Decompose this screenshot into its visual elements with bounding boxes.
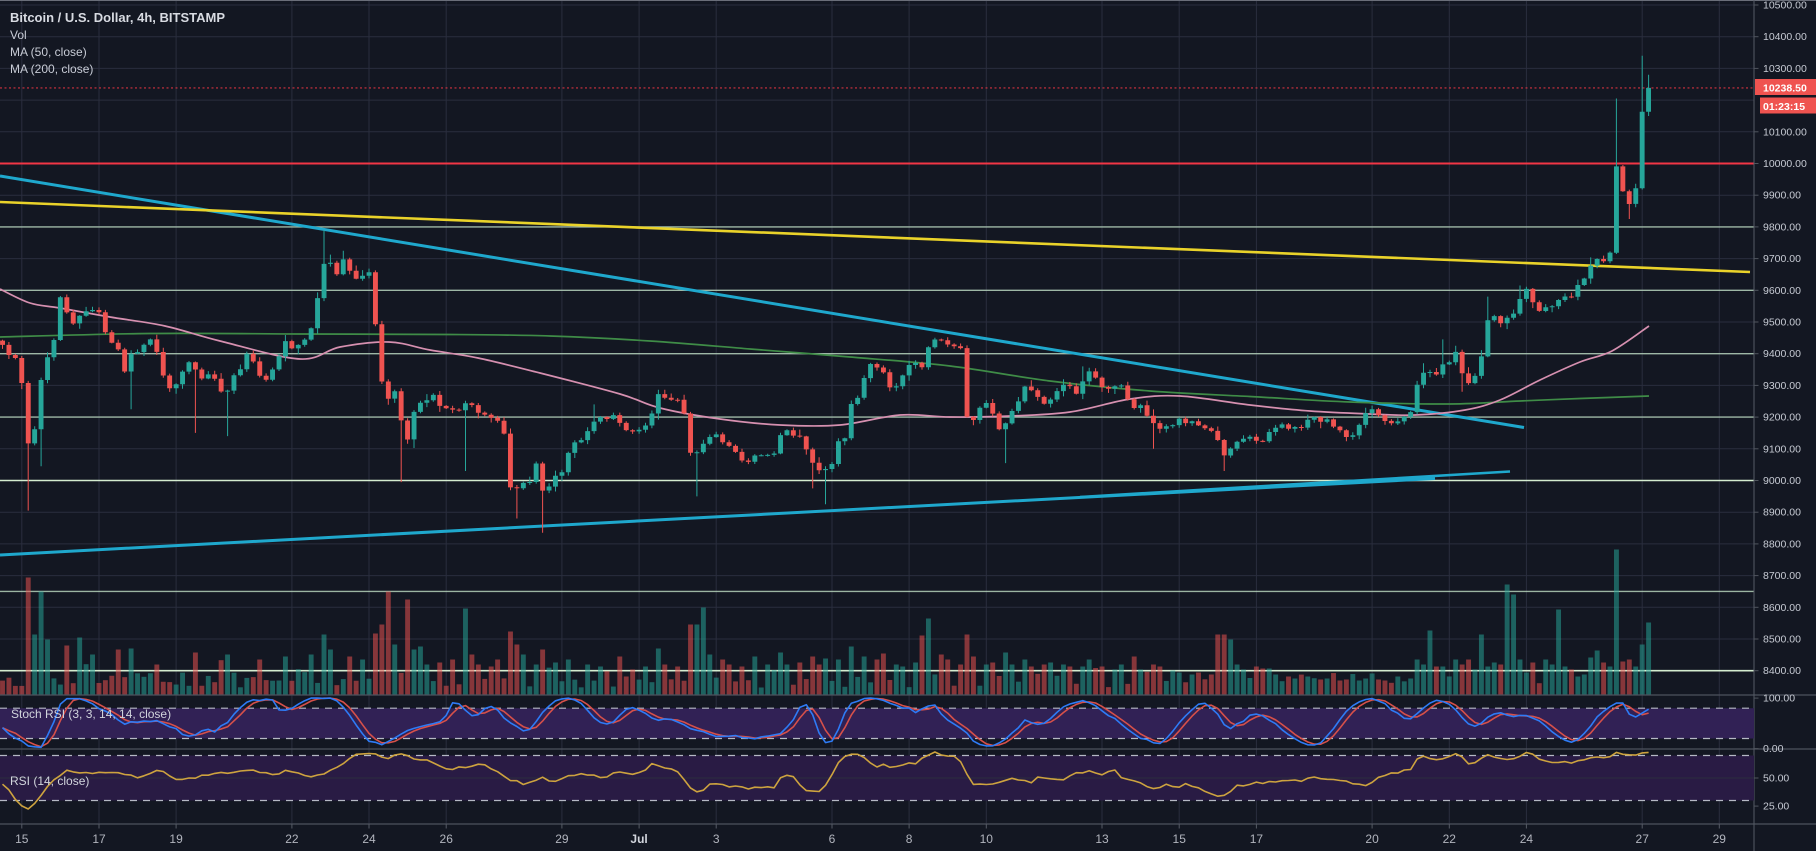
svg-text:Vol: Vol: [10, 28, 27, 42]
svg-text:RSI (14, close): RSI (14, close): [10, 774, 89, 788]
svg-text:8500.00: 8500.00: [1763, 634, 1801, 646]
svg-text:10: 10: [980, 832, 994, 846]
svg-text:8: 8: [906, 832, 913, 846]
svg-text:15: 15: [15, 832, 29, 846]
svg-text:17: 17: [1250, 832, 1264, 846]
svg-text:10400.00: 10400.00: [1763, 31, 1807, 43]
svg-text:0.00: 0.00: [1763, 743, 1784, 755]
svg-text:9700.00: 9700.00: [1763, 253, 1801, 265]
svg-text:24: 24: [362, 832, 376, 846]
svg-text:8800.00: 8800.00: [1763, 538, 1801, 550]
svg-text:19: 19: [169, 832, 183, 846]
svg-text:8700.00: 8700.00: [1763, 570, 1801, 582]
svg-text:3: 3: [713, 832, 720, 846]
svg-text:22: 22: [1443, 832, 1457, 846]
svg-text:24: 24: [1520, 832, 1534, 846]
svg-text:Bitcoin / U.S. Dollar, 4h, BIT: Bitcoin / U.S. Dollar, 4h, BITSTAMP: [10, 10, 225, 25]
svg-text:9900.00: 9900.00: [1763, 190, 1801, 202]
svg-text:29: 29: [555, 832, 569, 846]
svg-text:9100.00: 9100.00: [1763, 443, 1801, 455]
svg-text:10000.00: 10000.00: [1763, 158, 1807, 170]
svg-text:100.00: 100.00: [1763, 693, 1795, 705]
svg-text:17: 17: [92, 832, 106, 846]
svg-text:9600.00: 9600.00: [1763, 285, 1801, 297]
svg-text:50.00: 50.00: [1763, 773, 1789, 785]
svg-text:10238.50: 10238.50: [1763, 83, 1807, 95]
svg-text:13: 13: [1095, 832, 1109, 846]
svg-text:9500.00: 9500.00: [1763, 317, 1801, 329]
svg-text:25.00: 25.00: [1763, 801, 1789, 813]
svg-text:8600.00: 8600.00: [1763, 602, 1801, 614]
svg-text:20: 20: [1365, 832, 1379, 846]
svg-text:Stoch RSI (3, 3, 14, 14, close: Stoch RSI (3, 3, 14, 14, close): [11, 707, 171, 721]
svg-text:MA (200, close): MA (200, close): [10, 62, 93, 76]
svg-text:6: 6: [829, 832, 836, 846]
svg-text:Jul: Jul: [630, 832, 647, 846]
svg-text:10100.00: 10100.00: [1763, 126, 1807, 138]
svg-text:8400.00: 8400.00: [1763, 665, 1801, 677]
svg-text:8900.00: 8900.00: [1763, 507, 1801, 519]
svg-text:29: 29: [1713, 832, 1727, 846]
svg-text:15: 15: [1173, 832, 1187, 846]
svg-text:27: 27: [1636, 832, 1650, 846]
svg-text:26: 26: [440, 832, 454, 846]
svg-text:9000.00: 9000.00: [1763, 475, 1801, 487]
svg-text:01:23:15: 01:23:15: [1763, 101, 1805, 113]
svg-text:10500.00: 10500.00: [1763, 0, 1807, 12]
svg-text:10300.00: 10300.00: [1763, 63, 1807, 75]
svg-text:9200.00: 9200.00: [1763, 412, 1801, 424]
svg-text:9300.00: 9300.00: [1763, 380, 1801, 392]
svg-text:9800.00: 9800.00: [1763, 221, 1801, 233]
svg-text:22: 22: [285, 832, 299, 846]
svg-text:MA (50, close): MA (50, close): [10, 45, 87, 59]
svg-text:9400.00: 9400.00: [1763, 348, 1801, 360]
